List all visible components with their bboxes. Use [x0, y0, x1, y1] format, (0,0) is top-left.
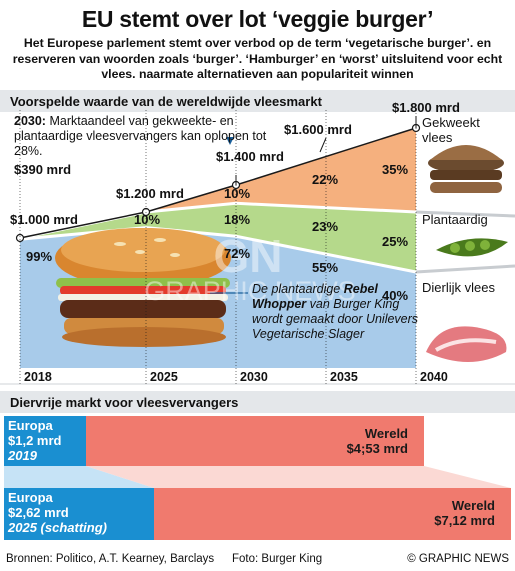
world-bar-0: [86, 416, 424, 466]
legend-separator-1: [415, 210, 515, 218]
world-value-1: $7,12 mrd: [434, 513, 495, 528]
burger-illustration: [55, 228, 231, 347]
caption-suffix: van Burger King wordt gemaakt door Unile…: [252, 297, 419, 341]
x-tick-2018: 2018: [24, 370, 52, 384]
area-plant-based: [20, 203, 416, 272]
europa-label-0: Europa: [8, 418, 53, 433]
x-tick-2025: 2025: [150, 370, 178, 384]
caption-product: Rebel Whopper: [252, 282, 378, 311]
europa-value-1: $2,62 mrd: [8, 505, 69, 520]
footer: Bronnen: Politico, A.T. Kearney, Barclay…: [0, 549, 515, 571]
x-tick-2030: 2030: [240, 370, 268, 384]
legend-animal: Dierlijk vlees: [422, 280, 495, 295]
share-label-dierlijk-vlees-2035: 55%: [312, 259, 339, 275]
world-bar-1: [154, 488, 511, 540]
extra-total-label-2015: $390 mrd: [14, 162, 72, 177]
europa-bar-0: [4, 416, 86, 466]
extra-total-label-2035: $1.600 mrd: [284, 122, 352, 137]
year-label-0: 2019: [8, 448, 37, 463]
world-growth-connector: [86, 466, 511, 488]
share-label-plantaardig-2040: 25%: [382, 234, 409, 249]
watermark-graphic-news: GRAPHIC NEWS: [144, 276, 356, 306]
caption-prefix: De plantaardige: [252, 282, 341, 296]
year-label-1: 2025 (schatting): [8, 520, 107, 535]
share-label-plantaardig-2035: 23%: [312, 219, 339, 235]
share-label-gekweekt-vlees-2030: 10%: [224, 186, 251, 202]
europa-bar-label-1: Europa $2,62 mrd 2025 (schatting): [8, 490, 107, 535]
share-label-gekweekt-vlees-2040: 35%: [382, 162, 409, 177]
europa-value-0: $1,2 mrd: [8, 433, 62, 448]
section-header-meatfree: Diervrije markt voor vleesvervangers: [0, 391, 515, 413]
footer-copyright: © GRAPHIC NEWS: [407, 553, 509, 565]
total-label-2025: $1.200 mrd: [116, 186, 184, 201]
share-label-plantaardig-2030: 18%: [224, 211, 251, 227]
chart-note: 2030: Marktaandeel van gekweekte- en pla…: [14, 114, 284, 159]
total-point-2018: [15, 233, 25, 243]
cultured-meat-icon: [428, 145, 504, 193]
area-cultured-meat: [20, 128, 416, 238]
world-label-0: Wereld: [364, 426, 408, 441]
plant-icon: [436, 238, 508, 257]
share-label-plantaardig-2025: 10%: [134, 211, 161, 227]
world-bar-label-1: Wereld $7,12 mrd: [371, 498, 495, 528]
watermark-gn: GN: [214, 230, 283, 282]
x-tick-2035: 2035: [330, 370, 358, 384]
legend-cultured: Gekweekt vlees: [422, 115, 480, 145]
total-leader-2035: [319, 137, 327, 153]
x-tick-2040: 2040: [420, 370, 448, 384]
animal-meat-icon: [426, 326, 507, 362]
share-label-dierlijk-vlees-2030: 72%: [224, 246, 251, 262]
note-text: Marktaandeel van gekweekte- en plantaard…: [14, 114, 267, 158]
legend-separator-2: [415, 264, 515, 274]
share-label-dierlijk-vlees-2040: 40%: [382, 288, 409, 303]
legend-plant: Plantaardig: [422, 212, 488, 227]
share-label-dierlijk-vlees-2018: 99%: [26, 249, 53, 265]
total-label-2018: $1.000 mrd: [10, 212, 78, 227]
europa-label-1: Europa: [8, 490, 53, 505]
world-label-1: Wereld: [451, 498, 495, 513]
page-subtitle: Het Europese parlement stemt over verbod…: [12, 36, 503, 81]
europa-growth-connector: [4, 466, 154, 488]
section-header-market: Voorspelde waarde van de wereldwijde vle…: [0, 90, 515, 112]
section-title-market: Voorspelde waarde van de wereldwijde vle…: [10, 94, 322, 109]
total-label-2040: $1.800 mrd: [392, 100, 460, 115]
marker-2030-icon: [226, 137, 234, 145]
share-label-gekweekt-vlees-2035: 22%: [312, 171, 339, 187]
europa-bar-1: [4, 488, 154, 540]
world-value-0: $4;53 mrd: [346, 441, 408, 456]
page-title: EU stemt over lot ‘veggie burger’: [81, 6, 434, 32]
world-bar-label-0: Wereld $4;53 mrd: [284, 426, 408, 456]
section-title-meatfree: Diervrije markt voor vleesvervangers: [10, 395, 239, 410]
footer-sources: Bronnen: Politico, A.T. Kearney, Barclay…: [6, 553, 215, 565]
total-value-line: [19, 127, 417, 239]
note-year: 2030:: [14, 114, 46, 128]
europa-bar-label-0: Europa $1,2 mrd 2019: [8, 418, 61, 463]
footer-photo-credit: Foto: Burger King: [232, 553, 323, 565]
photo-caption: De plantaardige Rebel Whopper van Burger…: [252, 282, 420, 342]
total-label-2030: $1.400 mrd: [216, 149, 284, 164]
